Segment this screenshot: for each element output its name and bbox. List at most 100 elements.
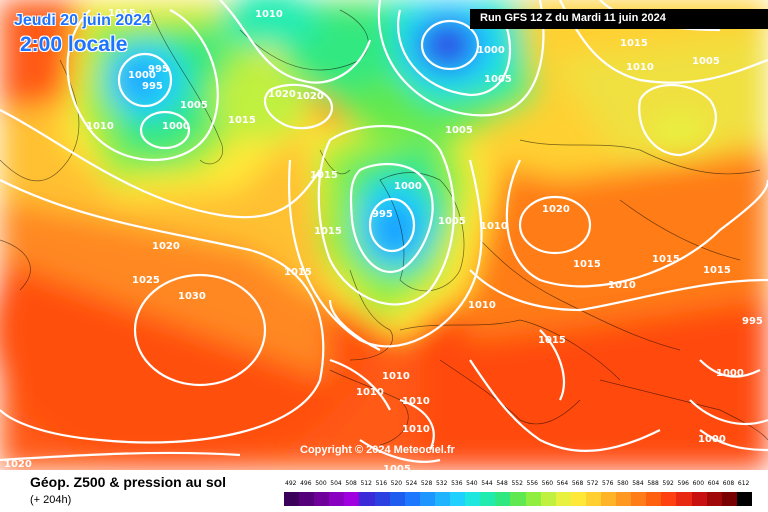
legend-swatch — [329, 492, 345, 506]
legend-label: 588 — [647, 480, 659, 487]
isobar-label: 995 — [148, 64, 169, 75]
isobar-label: 1015 — [310, 170, 338, 181]
legend-label: 608 — [722, 480, 735, 487]
legend-label: 492 — [285, 480, 297, 487]
isobar-lines — [0, 0, 768, 462]
legend-swatch — [631, 492, 647, 506]
isobar-label: 1015 — [703, 265, 731, 276]
legend-label: 592 — [662, 480, 674, 487]
legend-label: 496 — [300, 480, 312, 487]
isobar-label: 1015 — [573, 259, 601, 270]
isobar-label: 1020 — [268, 89, 296, 100]
isobar-label: 1005 — [445, 125, 473, 136]
legend-swatch — [389, 492, 405, 506]
legend-swatch — [450, 492, 466, 506]
isobar-label: 1020 — [296, 91, 324, 102]
legend-swatch — [359, 492, 375, 506]
legend-label: 572 — [586, 480, 599, 487]
isobar-label: 1015 — [228, 115, 256, 126]
isobar-label: 995 — [742, 316, 763, 327]
legend-label: 596 — [677, 480, 689, 487]
isobar-label: 1015 — [108, 8, 136, 19]
color-legend: 492 496 500 504 508 512 516 520 524 528 532 536 540 5… — [284, 480, 752, 508]
legend-label: 576 — [602, 480, 614, 487]
weather-map: 1015 1010 995 1000 995 1005 1010 1000 10… — [0, 0, 768, 470]
legend-swatch — [646, 492, 662, 506]
legend-label: 612 — [737, 480, 750, 487]
isobar-label: 1005 — [484, 74, 512, 85]
isobar-label: 1020 — [152, 241, 180, 252]
legend-label: 544 — [481, 480, 493, 487]
legend-label: 548 — [496, 480, 508, 487]
isobar-label: 1005 — [692, 56, 720, 67]
isobar-label: 1015 — [538, 335, 566, 346]
legend-swatches — [284, 492, 752, 506]
forecast-offset: (+ 204h) — [30, 494, 72, 506]
isobar-label: 1000 — [394, 181, 422, 192]
legend-label: 580 — [617, 480, 629, 487]
legend-label: 560 — [541, 480, 554, 487]
legend-label: 508 — [345, 480, 357, 487]
legend-label: 528 — [420, 480, 433, 487]
geopotential-field: 1015 1010 995 1000 995 1005 1010 1000 10… — [0, 0, 768, 470]
legend-swatch — [525, 492, 541, 506]
legend-swatch — [555, 492, 571, 506]
legend-label: 532 — [435, 480, 448, 487]
isobar-label: 1010 — [626, 62, 654, 73]
isobar-label: 1005 — [438, 216, 466, 227]
legend-label: 536 — [451, 480, 463, 487]
legend-label: 516 — [375, 480, 388, 487]
isobar-label: 1010 — [468, 300, 496, 311]
copyright-notice: Copyright © 2024 Meteociel.fr — [300, 444, 455, 456]
legend-swatch — [736, 492, 752, 506]
isobar-label: 1015 — [314, 226, 342, 237]
legend-label: 556 — [526, 480, 538, 487]
legend-swatch — [480, 492, 496, 506]
legend-swatch — [691, 492, 707, 506]
legend-label: 520 — [390, 480, 403, 487]
map-title: Géop. Z500 & pression au sol — [30, 474, 227, 490]
isobar-label: 1000 — [716, 368, 744, 379]
isobar-label: 1000 — [477, 45, 505, 56]
legend-swatch — [284, 492, 300, 506]
legend-swatch — [600, 492, 617, 506]
legend-swatch — [314, 492, 330, 506]
legend-label: 540 — [466, 480, 478, 487]
run-banner — [470, 9, 768, 29]
legend-swatch — [676, 492, 692, 506]
isobar-label: 1000 — [162, 121, 190, 132]
isobar-label: 1025 — [132, 275, 160, 286]
legend-swatch — [419, 492, 435, 506]
legend-swatch — [374, 492, 390, 506]
isobar-label: 1010 — [86, 121, 114, 132]
isobar-label: 995 — [142, 81, 163, 92]
isobar-label: 1010 — [255, 9, 283, 20]
isobar-label: 1010 — [402, 396, 430, 407]
legend-swatch — [540, 492, 556, 506]
legend-label: 552 — [511, 480, 523, 487]
isobar-label: 1010 — [356, 387, 384, 398]
isobar-label: 1000 — [128, 70, 156, 81]
run-info: Run GFS 12 Z du Mardi 11 juin 2024 — [480, 12, 666, 24]
legend-labels: 492 496 500 504 508 512 516 520 524 528 532 536 540 5… — [284, 480, 752, 490]
legend-swatch — [706, 492, 722, 506]
isobar-labels: 1015 1010 995 1000 995 1005 1010 1000 10… — [4, 8, 763, 470]
isobar-label: 1020 — [4, 459, 32, 470]
legend-swatch — [465, 492, 481, 506]
isobar-label: 995 — [372, 209, 393, 220]
isobar-label: 1015 — [652, 254, 680, 265]
legend-swatch — [570, 492, 586, 506]
isobar-label: 1010 — [608, 280, 636, 291]
isobar-label: 1010 — [382, 371, 410, 382]
legend-label: 524 — [405, 480, 418, 487]
legend-label: 504 — [330, 480, 342, 487]
isobar-label: 1005 — [383, 464, 411, 470]
forecast-date: Jeudi 20 juin 2024 — [14, 12, 151, 29]
isobar-label: 1015 — [284, 267, 312, 278]
legend-label: 500 — [315, 480, 327, 487]
legend-label: 584 — [632, 480, 644, 487]
legend-label: 564 — [556, 480, 569, 487]
map-footer: Géop. Z500 & pression au sol (+ 204h) 49… — [0, 470, 768, 512]
legend-swatch — [404, 492, 420, 506]
legend-swatch — [434, 492, 451, 506]
